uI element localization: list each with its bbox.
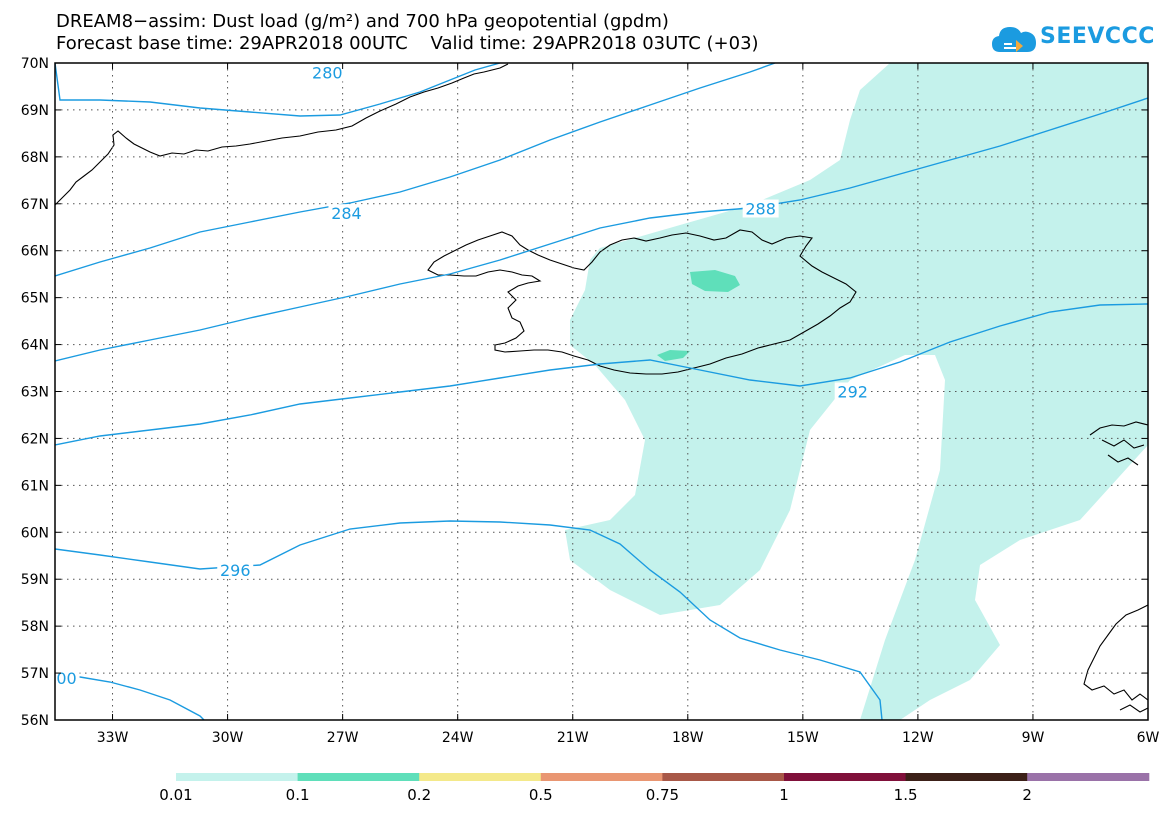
- contour-labels: 280 284 288 292 296 00: [55, 63, 871, 688]
- lat-tick-label: 58N: [21, 619, 49, 635]
- title-line-1: DREAM8−assim: Dust load (g/m²) and 700 h…: [56, 11, 669, 32]
- colorbar-label: 0.01: [159, 786, 193, 804]
- colorbar: [176, 773, 1150, 781]
- contour-label: 280: [312, 63, 343, 82]
- colorbar-swatch: [297, 773, 420, 781]
- contour-284: [55, 63, 776, 277]
- coastline-greenland: [55, 63, 509, 206]
- axis-ticks: [55, 62, 1149, 721]
- lon-tick-label: 15W: [787, 730, 819, 746]
- lon-tick-label: 24W: [442, 730, 474, 746]
- colorbar-swatch: [1027, 773, 1150, 781]
- lat-tick-label: 65N: [21, 291, 49, 307]
- colorbar-swatch: [419, 773, 542, 781]
- lat-tick-label: 56N: [21, 713, 49, 729]
- dust-area-mid: [657, 350, 690, 361]
- contour-label: 288: [745, 199, 776, 218]
- dust-area-mid: [690, 270, 740, 292]
- lon-tick-label: 6W: [1137, 730, 1160, 746]
- lat-tick-label: 57N: [21, 666, 49, 682]
- lat-tick-label: 67N: [21, 197, 49, 213]
- title-line-2: Forecast base time: 29APR2018 00UTC Vali…: [56, 33, 759, 54]
- contour-label-bg: [55, 668, 80, 687]
- coastline-scotland: [1083, 604, 1148, 713]
- lat-tick-label: 61N: [21, 478, 49, 494]
- geopotential-contours: [55, 63, 1148, 720]
- dust-area-low: [565, 63, 1148, 720]
- colorbar-swatch: [540, 773, 663, 781]
- lon-tick-label: 12W: [902, 730, 934, 746]
- colorbar-swatch: [176, 773, 299, 781]
- colorbar-label: 0.1: [285, 786, 310, 804]
- lon-tick-label: 9W: [1022, 730, 1045, 746]
- graticule: [55, 63, 1148, 720]
- contour-label-bg: [217, 560, 254, 579]
- lon-tick-label: 33W: [97, 730, 129, 746]
- colorbar-swatch: [905, 773, 1028, 781]
- colorbar-swatch: [662, 773, 785, 781]
- logo-text: SEEVCCC: [1040, 24, 1155, 49]
- contour-280: [55, 63, 501, 117]
- contour-label: 296: [220, 561, 251, 580]
- colorbar-label: 0.75: [645, 786, 680, 804]
- lat-tick-label: 70N: [21, 56, 49, 72]
- colorbar-label: 0.2: [407, 786, 432, 804]
- contour-288: [55, 97, 1148, 362]
- contour-label-bg: [834, 382, 871, 401]
- lat-tick-label: 60N: [21, 525, 49, 541]
- contour-label: 284: [331, 204, 362, 223]
- logo: SEEVCCC: [990, 20, 1155, 60]
- lat-tick-label: 62N: [21, 431, 49, 447]
- lon-tick-label: 18W: [672, 730, 704, 746]
- contour-label-bg: [309, 63, 346, 82]
- lon-tick-label: 21W: [557, 730, 589, 746]
- lat-tick-label: 69N: [21, 103, 49, 119]
- lat-tick-label: 66N: [21, 244, 49, 260]
- lat-tick-label: 59N: [21, 572, 49, 588]
- contour-label: 00: [56, 669, 76, 688]
- lat-tick-label: 64N: [21, 338, 49, 354]
- contour-label-bg: [742, 199, 779, 218]
- lat-tick-label: 63N: [21, 385, 49, 401]
- axis-tick-labels: 33W 30W 27W 24W 21W 18W 15W 12W 9W 6W 70N 69N 68N 67N…: [21, 56, 1160, 746]
- contour-292: [55, 303, 1148, 446]
- lon-tick-label: 30W: [212, 730, 244, 746]
- coastline-faroe: [1089, 421, 1148, 466]
- colorbar-label: 1.5: [893, 786, 918, 804]
- colorbar-label: 1: [779, 786, 789, 804]
- cloud-icon: [992, 27, 1036, 52]
- colorbar-label: 0.5: [528, 786, 553, 804]
- contour-label: 292: [837, 383, 868, 402]
- lon-tick-label: 27W: [327, 730, 359, 746]
- colorbar-swatch: [784, 773, 907, 781]
- contour-label-bg: [328, 204, 365, 223]
- lat-tick-label: 68N: [21, 150, 49, 166]
- contour-300: [55, 671, 205, 720]
- colorbar-label: 2: [1022, 786, 1032, 804]
